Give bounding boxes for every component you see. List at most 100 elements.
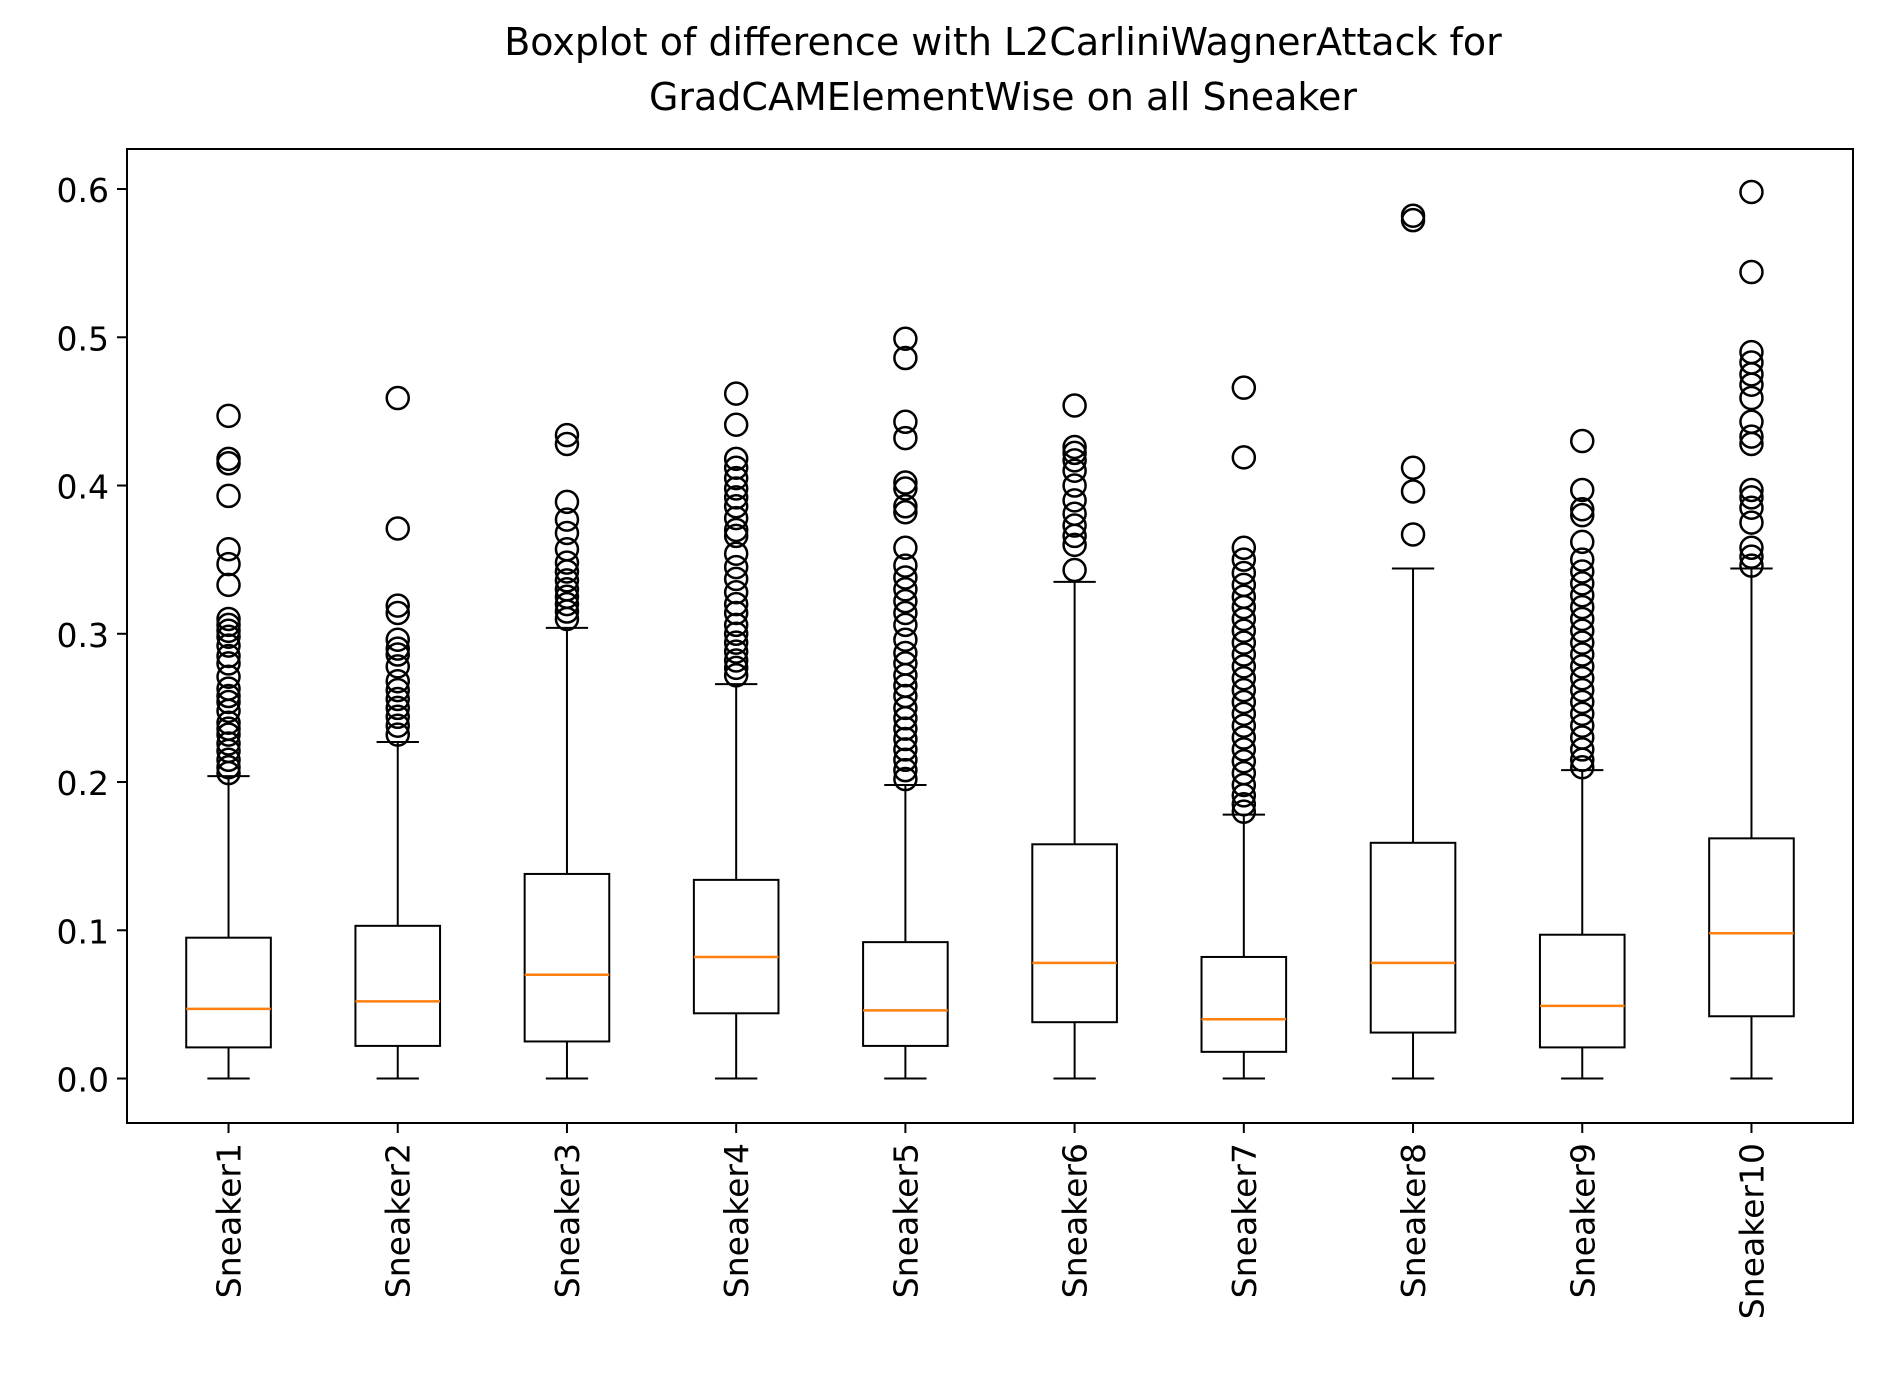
chart-title-line-1: Boxplot of difference with L2CarliniWagn… — [504, 20, 1502, 64]
outlier-point — [216, 451, 241, 476]
outlier-point — [385, 677, 410, 703]
box — [1538, 933, 1626, 1049]
outlier-point — [1739, 385, 1764, 411]
outlier-point — [216, 572, 241, 598]
outlier-point — [1570, 571, 1595, 596]
outlier-point — [893, 747, 918, 773]
outlier-point — [1570, 496, 1595, 522]
outlier-point — [1062, 488, 1087, 513]
outlier-point — [1739, 535, 1764, 561]
outlier-point — [1231, 689, 1257, 715]
outlier-point — [1231, 594, 1257, 620]
outlier-point — [1231, 725, 1257, 750]
outlier-point — [1739, 424, 1764, 449]
outlier-point — [723, 554, 749, 580]
outlier-point — [723, 412, 749, 437]
outlier-point — [554, 559, 580, 584]
outlier-point — [216, 551, 241, 577]
outlier-point — [1570, 630, 1595, 655]
outlier-point — [1231, 749, 1257, 774]
outlier-point — [1231, 677, 1257, 703]
outlier-point — [1739, 431, 1764, 457]
outlier-point — [554, 599, 580, 624]
outlier-point — [1231, 535, 1257, 561]
outlier-point — [1739, 544, 1764, 569]
outlier-point — [723, 541, 749, 566]
outlier-point — [723, 639, 749, 664]
outlier-point — [1400, 207, 1426, 233]
outlier-point — [1231, 560, 1257, 586]
outlier-point — [1739, 259, 1764, 285]
outlier-point — [893, 425, 918, 451]
outlier-point — [1231, 713, 1257, 738]
outlier-point — [893, 553, 918, 578]
box — [1369, 841, 1457, 1034]
outlier-point — [1400, 479, 1426, 504]
x-tick-label: Sneaker9 — [1563, 1143, 1602, 1298]
outlier-point — [216, 651, 241, 676]
outlier-point — [1570, 713, 1595, 738]
outlier-point — [723, 630, 749, 655]
outlier-point — [723, 655, 749, 681]
outlier-point — [1231, 375, 1257, 400]
outlier-point — [893, 535, 918, 561]
outlier-point — [1739, 510, 1764, 535]
outlier-point — [1231, 792, 1257, 817]
y-tick-label: 0.1 — [57, 912, 109, 951]
outlier-point — [723, 566, 749, 592]
outlier-point — [893, 345, 918, 371]
outlier-point — [385, 668, 410, 694]
outlier-point — [216, 403, 241, 429]
outlier-point — [385, 686, 410, 712]
outlier-point — [216, 722, 241, 747]
outlier-point — [1231, 654, 1257, 679]
outlier-point — [1739, 477, 1764, 503]
outlier-point — [1570, 754, 1595, 780]
outlier-point — [216, 624, 241, 649]
outlier-point — [1400, 522, 1426, 547]
outlier-point — [723, 523, 749, 549]
outlier-point — [1231, 701, 1257, 727]
outlier-point — [385, 593, 410, 618]
outlier-point — [723, 494, 749, 519]
outlier-point — [554, 568, 580, 593]
y-tick-label: 0.4 — [57, 468, 109, 507]
outlier-point — [1570, 618, 1595, 644]
outlier-point — [893, 494, 918, 519]
outlier-point — [1570, 654, 1595, 679]
outlier-point — [216, 618, 241, 644]
outlier-point — [1231, 642, 1257, 667]
outlier-point — [1062, 532, 1087, 558]
box — [1200, 955, 1288, 1053]
outlier-point — [1231, 772, 1257, 798]
outlier-point — [1062, 557, 1087, 583]
outlier-point — [1062, 523, 1087, 549]
outlier-point — [893, 600, 918, 626]
outlier-point — [385, 642, 410, 667]
outlier-point — [893, 588, 918, 614]
x-tick-label: Sneaker7 — [1225, 1143, 1264, 1298]
outlier-point — [893, 612, 918, 638]
outlier-point — [1231, 799, 1257, 824]
outlier-point — [1570, 428, 1595, 454]
outlier-point — [1231, 630, 1257, 655]
outlier-point — [1231, 666, 1257, 691]
outlier-point — [1739, 362, 1764, 387]
outlier-point — [893, 470, 918, 495]
outlier-point — [1570, 529, 1595, 555]
outlier-point — [554, 489, 580, 515]
plot-area: 0.0 0.1 0.2 0.3 0.4 0.5 0.6 Sneaker1 Sneaker2 Sne… — [57, 171, 1795, 1319]
outlier-point — [1231, 737, 1257, 762]
outlier-point — [554, 422, 580, 448]
outlier-point — [554, 520, 580, 546]
outlier-point — [1062, 448, 1087, 473]
x-tick-label: Sneaker2 — [379, 1143, 418, 1298]
outlier-point — [216, 754, 241, 780]
outlier-point — [1570, 582, 1595, 608]
x-tick-label: Sneaker1 — [210, 1143, 249, 1298]
y-tick-label: 0.5 — [57, 319, 109, 358]
outlier-point — [216, 731, 241, 756]
outlier-point — [1062, 458, 1087, 483]
outlier-point — [1739, 553, 1764, 578]
outlier-point — [1570, 502, 1595, 528]
